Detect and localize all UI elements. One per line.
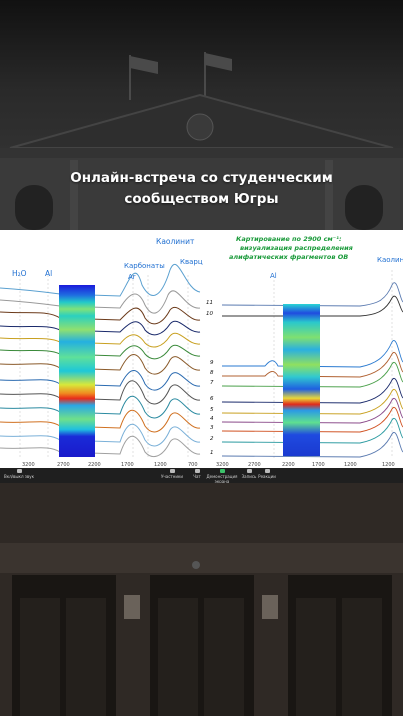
label-carbonates: Карбонаты (124, 262, 165, 270)
toolbar-record-button[interactable]: Запись (232, 469, 266, 479)
label-ar: Ar (128, 273, 136, 281)
toolbar-reactions-label: Реакции (258, 474, 276, 479)
right-xtick-5: 1200 (344, 462, 357, 468)
chat-icon (194, 469, 200, 473)
row-number-5: 5 (210, 407, 214, 413)
row-number-3: 3 (210, 425, 214, 431)
row-number-10: 10 (206, 311, 213, 317)
label-kaolinite-left: Каолинит (156, 237, 195, 246)
background-building-top (0, 0, 403, 230)
right-xtick-4: 1700 (312, 462, 325, 468)
toolbar-share-label: Демонстрация экрана (206, 474, 238, 484)
label-al-right: Al (270, 272, 277, 280)
row-number-1: 1 (210, 450, 214, 456)
shared-presentation-slide: H₂O Al Карбонаты Ar Каолинит Кварц 3200 … (0, 230, 403, 468)
headline-line-1: Онлайн-встреча со студенческим (70, 170, 333, 186)
toolbar-chat-label: Чат (193, 474, 201, 479)
right-spectra-panel: Картирование по 2900 см⁻¹: визуализация … (206, 235, 403, 468)
row-number-9: 9 (210, 360, 214, 366)
right-title-line-1: Картирование по 2900 см⁻¹: (236, 235, 342, 243)
right-heatmap-strip (283, 304, 320, 456)
participants-icon (169, 469, 175, 473)
left-xtick-4: 1700 (121, 462, 134, 468)
left-xtick-3: 2200 (88, 462, 101, 468)
left-xtick-6: 700 (188, 462, 198, 468)
ir-spectra-figure: H₂O Al Карбонаты Ar Каолинит Кварц 3200 … (0, 235, 403, 468)
headline-line-2: сообществом Югры (124, 191, 279, 207)
toolbar-participants-label: Участники (160, 474, 183, 479)
row-number-2: 2 (210, 436, 214, 442)
row-number-11: 11 (206, 300, 213, 306)
row-number-6: 6 (210, 396, 214, 402)
left-xtick-5: 1200 (154, 462, 167, 468)
left-xtick-2: 2700 (57, 462, 70, 468)
record-icon (246, 469, 252, 473)
toolbar-record-label: Запись (241, 474, 257, 479)
building-entrance-illustration (0, 483, 403, 716)
toolbar-mute-label: Вкл/выкл звук (3, 474, 35, 479)
right-title-line-3: алифатических фрагментов ОВ (229, 253, 348, 261)
label-al-left: Al (45, 269, 52, 278)
toolbar-chat-button[interactable]: Чат (180, 469, 214, 479)
label-kaolinite-right: Каолин (377, 256, 403, 264)
label-quartz: Кварц (180, 258, 203, 266)
right-title-line-2: визуализация распределения (240, 244, 353, 252)
right-xtick-6: 1200 (382, 462, 395, 468)
right-xtick-1: 3200 (216, 462, 229, 468)
left-heatmap-strip (59, 285, 95, 457)
reactions-icon (264, 469, 270, 473)
meeting-toolbar: Вкл/выкл звук Участники Чат Демонстрация… (0, 468, 403, 484)
row-number-8: 8 (210, 370, 214, 376)
microphone-icon (16, 469, 22, 473)
right-xtick-3: 2200 (282, 462, 295, 468)
share-screen-icon (219, 469, 225, 473)
building-facade-illustration (0, 52, 403, 230)
left-xtick-1: 3200 (22, 462, 35, 468)
label-h2o: H₂O (12, 269, 27, 278)
toolbar-reactions-button[interactable]: Реакции (250, 469, 284, 479)
left-spectra-panel: H₂O Al Карбонаты Ar Каолинит Кварц 3200 … (0, 237, 203, 468)
row-number-4: 4 (210, 416, 214, 422)
background-building-bottom (0, 483, 403, 716)
toolbar-share-screen-button[interactable]: Демонстрация экрана (205, 469, 239, 484)
row-number-7: 7 (210, 380, 214, 386)
toolbar-participants-button[interactable]: Участники (155, 469, 189, 479)
event-headline: Онлайн-встреча со студенческим сообществ… (0, 168, 403, 210)
toolbar-mute-button[interactable]: Вкл/выкл звук (2, 469, 36, 479)
right-xtick-2: 2700 (248, 462, 261, 468)
